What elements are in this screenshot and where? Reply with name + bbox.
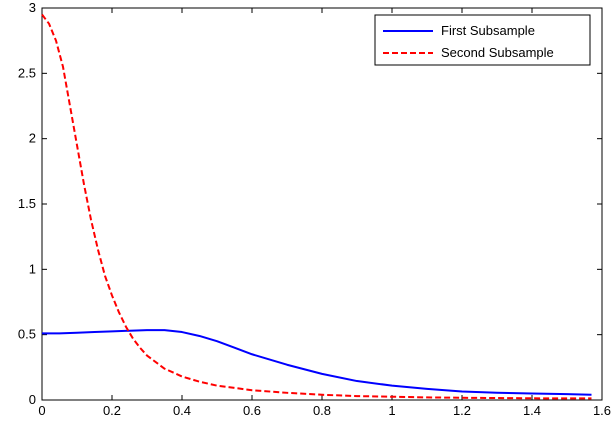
y-tick-label: 0.5 <box>18 327 36 342</box>
plot-area <box>41 7 603 401</box>
y-tick-label: 1.5 <box>18 196 36 211</box>
legend: First Subsample Second Subsample <box>374 14 591 66</box>
x-tick-label: 1 <box>388 403 395 418</box>
series-line-1 <box>42 329 592 396</box>
legend-box <box>374 14 591 66</box>
series-group <box>41 13 592 400</box>
x-tick-label: 0.2 <box>103 403 121 418</box>
y-tick-label: 3 <box>29 0 36 15</box>
legend-label-second-subsample: Second Subsample <box>441 45 554 60</box>
x-tick-label: 1.2 <box>453 403 471 418</box>
x-tick-label: 1.6 <box>593 403 611 418</box>
y-tick-label: 2.5 <box>18 65 36 80</box>
legend-label-first-subsample: First Subsample <box>441 23 535 38</box>
y-tick-label: 0 <box>29 392 36 407</box>
series-line-2 <box>41 13 592 400</box>
x-tick-label: 0.6 <box>243 403 261 418</box>
tick-group: 0 0.2 0.4 0.6 0.8 1 1.2 1.4 1.6 0 0.5 1 1.5 2 2.5 3 <box>18 0 611 418</box>
x-tick-label: 0.4 <box>173 403 191 418</box>
x-tick-label: 0 <box>38 403 45 418</box>
x-tick-label: 0.8 <box>313 403 331 418</box>
y-tick-label: 1 <box>29 261 36 276</box>
y-tick-label: 2 <box>29 131 36 146</box>
x-tick-label: 1.4 <box>523 403 541 418</box>
